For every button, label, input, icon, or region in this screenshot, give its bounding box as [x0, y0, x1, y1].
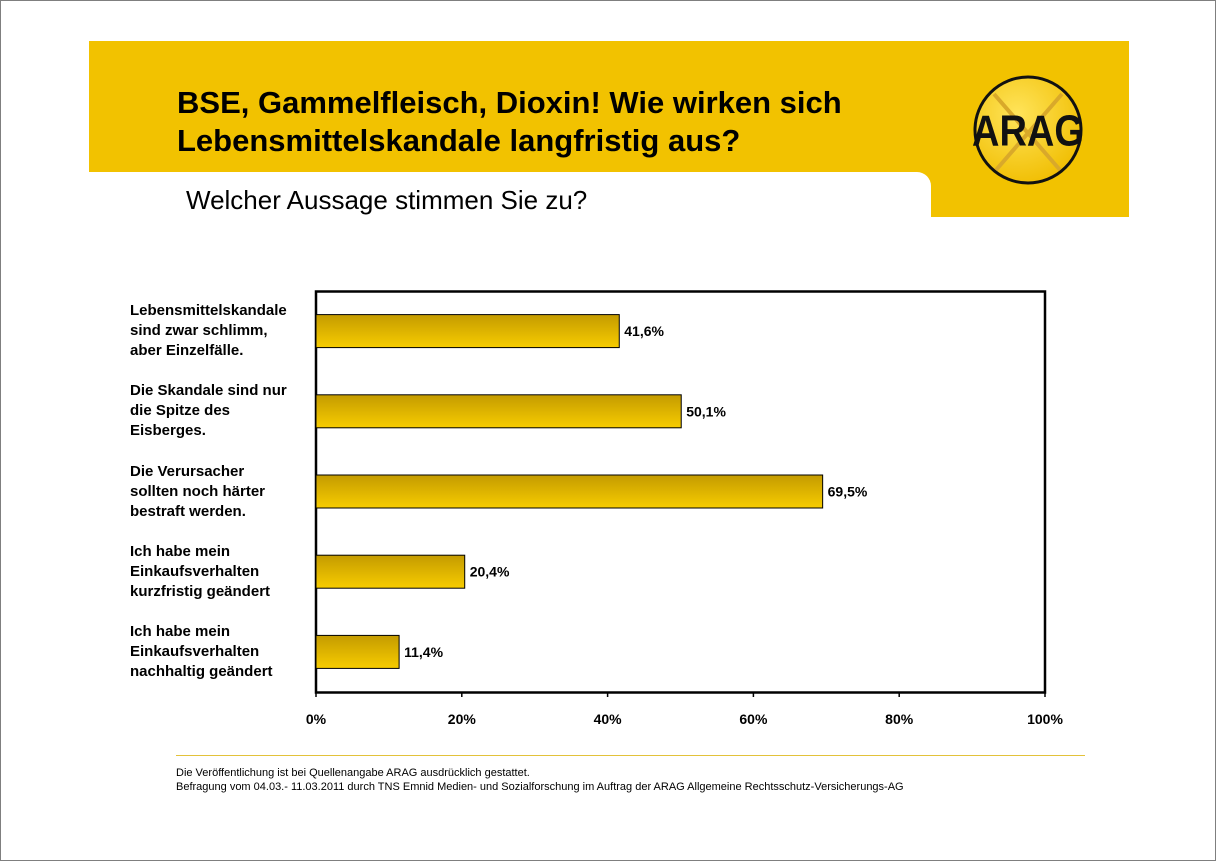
bar — [315, 474, 824, 509]
svg-text:ARAG: ARAG — [972, 106, 1084, 155]
category-label: Die Verursacher sollten noch härter bestra… — [130, 462, 266, 520]
x-tick-label: 60% — [739, 711, 768, 727]
x-tick-label: 40% — [594, 711, 623, 727]
data-label: 50,1% — [686, 403, 726, 419]
arag-logo: ARAG — [972, 75, 1084, 185]
bar — [315, 634, 400, 669]
category-label: Ich habe mein Einkaufsverhalten kurzfristi… — [130, 542, 271, 600]
page-subtitle: Welcher Aussage stimmen Sie zu? — [186, 185, 588, 215]
x-tick-label: 20% — [448, 711, 477, 727]
category-label: Ich habe mein Einkaufsverhalten nachhaltig… — [130, 622, 273, 680]
data-label: 69,5% — [828, 484, 868, 500]
header-notch — [89, 172, 931, 218]
data-label: 41,6% — [624, 323, 664, 339]
x-tick-label: 100% — [1027, 711, 1063, 727]
bar — [315, 554, 466, 589]
footer-note: Die Veröffentlichung ist bei Quellenanga… — [176, 767, 530, 779]
title-line-2: Lebensmittelskandale langfristig aus? — [177, 123, 741, 158]
bar — [315, 394, 682, 429]
category-label: Die Skandale sind nur die Spitze des Eisbe… — [130, 382, 287, 440]
data-label: 11,4% — [404, 644, 443, 660]
footer-divider — [176, 755, 1085, 756]
category-label: Lebensmittelskandale sind zwar schlimm, ab… — [130, 302, 287, 360]
x-tick-label: 80% — [885, 711, 914, 727]
x-tick-label: 0% — [306, 711, 327, 727]
page-title: BSE, Gammelfleisch, Dioxin! Wie wirken s… — [177, 84, 842, 160]
footer-source: Befragung vom 04.03.- 11.03.2011 durch T… — [176, 781, 904, 793]
bar — [315, 314, 620, 349]
title-line-1: BSE, Gammelfleisch, Dioxin! Wie wirken s… — [177, 85, 842, 120]
data-label: 20,4% — [470, 564, 510, 580]
